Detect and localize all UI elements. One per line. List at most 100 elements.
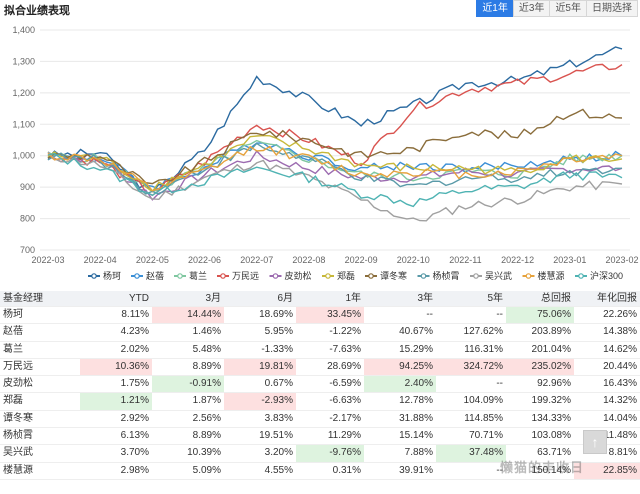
- return-cell: -0.91%: [152, 376, 224, 393]
- table-row[interactable]: 杨珂 8.11% 14.44% 18.69% 33.45% -- -- 75.06% 22.26…: [0, 307, 640, 325]
- x-tick-label: 2022-05: [136, 255, 169, 265]
- column-header[interactable]: 3年: [417, 293, 433, 304]
- y-tick-label: 1,000: [12, 151, 35, 161]
- x-tick-label: 2022-09: [345, 255, 378, 265]
- return-cell: 18.69%: [259, 309, 293, 320]
- series-line-0: [47, 46, 623, 193]
- return-cell: 15.14%: [399, 430, 433, 442]
- return-cell: 116.31%: [464, 343, 503, 355]
- return-cell: -1.33%: [261, 343, 293, 355]
- return-cell: 33.45%: [296, 307, 364, 324]
- range-tab-0[interactable]: 近1年: [476, 0, 514, 17]
- panel-header: 拟合业绩表现 近1年 近3年 近5年 日期选择: [0, 0, 640, 18]
- range-tab-3[interactable]: 日期选择: [586, 0, 638, 17]
- return-cell: 8.81%: [608, 447, 637, 459]
- return-cell: 70.71%: [469, 430, 503, 442]
- scroll-top-button[interactable]: ↑: [583, 430, 607, 454]
- manager-table: 基金经理 YTD 3月 6月 1年 3年 5年 总回报 年化回报 杨珂 8.11% 14.44% 18.…: [0, 291, 640, 480]
- return-cell: 15.29%: [399, 343, 433, 355]
- return-cell: 1.75%: [120, 378, 149, 390]
- y-tick-label: 700: [20, 245, 35, 255]
- return-cell: 11.48%: [603, 430, 637, 442]
- return-cell: 5.09%: [192, 464, 221, 476]
- return-cell: 2.98%: [120, 464, 149, 476]
- return-cell: 5.95%: [264, 326, 293, 338]
- return-cell: 14.04%: [603, 412, 637, 424]
- legend-label: 杨桢霄: [433, 270, 460, 281]
- range-tabs: 近1年 近3年 近5年 日期选择: [476, 0, 638, 17]
- table-row[interactable]: 谭冬寒 2.92% 2.56% 3.83% -2.17% 31.88% 114.85% 134…: [0, 411, 640, 429]
- return-cell: 37.48%: [436, 445, 506, 462]
- return-cell: 14.38%: [603, 326, 637, 338]
- return-cell: --: [496, 464, 503, 476]
- return-cell: 1.21%: [80, 393, 152, 410]
- return-cell: 1.46%: [192, 326, 221, 338]
- return-cell: 31.88%: [399, 412, 433, 424]
- table-row[interactable]: 吴兴武 3.70% 10.39% 3.20% -9.76% 7.88% 37.48% 63.7…: [0, 445, 640, 463]
- return-cell: 12.78%: [399, 395, 433, 407]
- legend-label: 郑磊: [337, 270, 355, 281]
- legend-marker: [91, 273, 97, 279]
- legend-label: 万民远: [232, 271, 259, 281]
- table-row[interactable]: 郑磊 1.21% 1.87% -2.93% -6.63% 12.78% 104.09% 199…: [0, 393, 640, 411]
- range-tab-2[interactable]: 近5年: [549, 0, 587, 17]
- y-tick-label: 1,100: [12, 119, 35, 129]
- return-cell: -7.63%: [329, 343, 361, 355]
- column-header[interactable]: 1年: [345, 293, 361, 304]
- return-cell: --: [496, 309, 503, 320]
- return-cell: -6.63%: [329, 395, 361, 407]
- column-header[interactable]: 基金经理: [3, 293, 43, 304]
- return-cell: 75.06%: [506, 307, 574, 324]
- return-cell: 7.88%: [404, 447, 433, 459]
- return-cell: 201.04%: [531, 343, 571, 355]
- series-line-10: [47, 152, 623, 208]
- column-header[interactable]: 5年: [487, 293, 503, 304]
- table-row[interactable]: 赵蓓 4.23% 1.46% 5.95% -1.22% 40.67% 127.62% 203.…: [0, 324, 640, 342]
- return-cell: 4.55%: [264, 464, 293, 476]
- legend-marker: [134, 273, 140, 279]
- legend-marker: [272, 273, 279, 279]
- x-tick-label: 2022-08: [292, 255, 325, 265]
- manager-name: 吴兴武: [3, 447, 33, 459]
- table-row[interactable]: 皮劲松 1.75% -0.91% 0.67% -6.59% 2.40% -- 92.96% 16…: [0, 376, 640, 394]
- column-header[interactable]: 总回报: [541, 293, 571, 304]
- table-row[interactable]: 万民远 10.36% 8.89% 19.81% 28.69% 94.25% 324.72% 2…: [0, 358, 640, 377]
- y-tick-label: 1,200: [12, 88, 35, 98]
- return-cell: -2.93%: [224, 393, 296, 410]
- manager-name: 郑磊: [3, 395, 23, 407]
- x-tick-label: 2023-01: [553, 255, 586, 265]
- return-cell: 11.29%: [327, 430, 361, 442]
- return-cell: --: [426, 309, 433, 320]
- y-tick-label: 1,400: [12, 25, 35, 35]
- return-cell: 103.08%: [531, 430, 571, 442]
- series-line-9: [47, 145, 623, 192]
- performance-chart: 1,400 1,300 1,200 1,100 1,000 900 800 700 2022-0…: [0, 18, 640, 290]
- legend-label: 皮劲松: [285, 270, 312, 281]
- return-cell: 104.09%: [463, 395, 503, 407]
- range-tab-1[interactable]: 近3年: [512, 0, 551, 17]
- y-tick-label: 800: [20, 214, 35, 224]
- return-cell: -2.17%: [329, 412, 361, 424]
- column-header[interactable]: YTD: [129, 293, 149, 304]
- legend-label: 谭冬寒: [380, 270, 407, 281]
- return-cell: 2.40%: [364, 376, 436, 393]
- column-header[interactable]: 年化回报: [597, 293, 637, 304]
- manager-name: 谭冬寒: [3, 412, 33, 424]
- table-row[interactable]: 葛兰 2.02% 5.48% -1.33% -7.63% 15.29% 116.31% 201…: [0, 342, 640, 359]
- table-header-row: 基金经理 YTD 3月 6月 1年 3年 5年 总回报 年化回报: [0, 291, 640, 307]
- x-tick-label: 2022-12: [501, 255, 534, 265]
- table-row[interactable]: 杨桢霄 6.13% 8.89% 19.51% 11.29% 15.14% 70.71% 103…: [0, 428, 640, 446]
- column-header[interactable]: 6月: [277, 293, 293, 304]
- arrow-up-icon: ↑: [591, 434, 599, 450]
- column-header[interactable]: 3月: [205, 293, 221, 304]
- table-row[interactable]: 楼慧源 2.98% 5.09% 4.55% 0.31% 39.91% -- 150.14% 22…: [0, 462, 640, 480]
- return-cell: 134.33%: [531, 412, 571, 424]
- return-cell: 2.02%: [120, 343, 149, 355]
- return-cell: 20.44%: [603, 360, 637, 372]
- legend-marker: [325, 273, 331, 279]
- return-cell: 4.23%: [120, 326, 149, 338]
- return-cell: 10.39%: [187, 447, 221, 459]
- manager-name: 皮劲松: [3, 378, 33, 390]
- return-cell: 235.02%: [506, 358, 574, 376]
- return-cell: 63.71%: [537, 447, 571, 459]
